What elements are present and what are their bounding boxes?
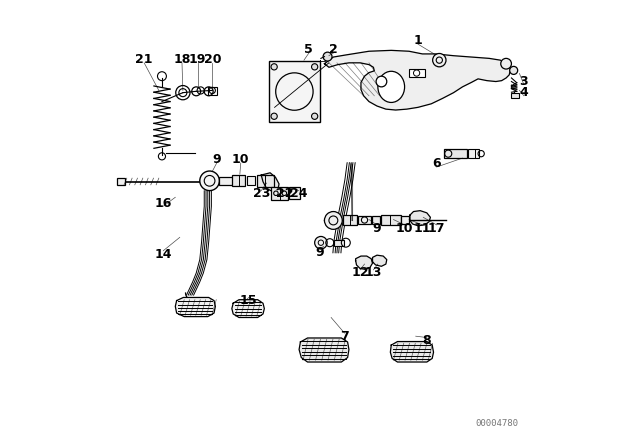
Text: 3: 3 [520, 75, 528, 88]
Text: 12: 12 [351, 267, 369, 280]
Text: 17: 17 [428, 222, 445, 235]
Bar [271, 187, 288, 199]
Ellipse shape [378, 71, 404, 103]
Bar [257, 175, 274, 187]
Bar [334, 240, 344, 246]
Text: 7: 7 [340, 330, 349, 343]
Circle shape [509, 66, 518, 74]
Bar [232, 175, 245, 186]
Polygon shape [299, 338, 349, 362]
Circle shape [271, 64, 277, 70]
Text: 9: 9 [212, 153, 221, 166]
Text: 00004780: 00004780 [476, 419, 518, 428]
Text: 16: 16 [155, 198, 172, 211]
Bar [358, 215, 371, 224]
Text: 6: 6 [433, 157, 441, 170]
Circle shape [324, 211, 342, 229]
Bar [269, 61, 320, 121]
Polygon shape [261, 173, 279, 192]
Bar [468, 149, 479, 158]
Bar [401, 216, 409, 224]
Text: 24: 24 [290, 187, 307, 200]
Polygon shape [232, 300, 264, 318]
Bar [246, 176, 255, 185]
Text: 10: 10 [396, 222, 413, 235]
Text: 18: 18 [173, 53, 191, 66]
Text: 13: 13 [365, 267, 382, 280]
Circle shape [200, 171, 220, 190]
Text: 20: 20 [204, 53, 221, 66]
Circle shape [376, 76, 387, 87]
Bar [444, 149, 467, 158]
Circle shape [413, 70, 420, 76]
Polygon shape [175, 297, 216, 317]
Text: 9: 9 [316, 246, 324, 259]
Text: 22: 22 [276, 187, 293, 200]
Bar [372, 216, 380, 224]
Text: 19: 19 [189, 53, 206, 66]
Bar [511, 93, 518, 98]
Bar [208, 87, 217, 95]
Text: 15: 15 [240, 294, 257, 307]
Bar [409, 69, 424, 77]
Circle shape [500, 58, 511, 69]
Text: 9: 9 [372, 222, 381, 235]
Text: 4: 4 [520, 86, 528, 99]
Bar [343, 215, 357, 225]
Text: 21: 21 [136, 53, 153, 66]
Text: 5: 5 [305, 43, 313, 56]
Polygon shape [390, 341, 433, 362]
Polygon shape [410, 211, 431, 226]
Text: 14: 14 [154, 248, 172, 261]
Circle shape [312, 113, 318, 119]
Text: 11: 11 [413, 222, 431, 235]
Text: 1: 1 [413, 34, 422, 47]
Text: 2: 2 [329, 43, 338, 56]
Circle shape [271, 113, 277, 119]
Bar [381, 215, 401, 225]
Polygon shape [324, 50, 511, 110]
Bar [289, 188, 300, 199]
Circle shape [433, 53, 446, 67]
Bar [220, 177, 239, 185]
Text: 23: 23 [253, 187, 270, 200]
Circle shape [323, 52, 332, 61]
Circle shape [315, 237, 327, 249]
Polygon shape [356, 256, 372, 269]
Polygon shape [372, 255, 387, 266]
Text: 8: 8 [422, 334, 431, 347]
Circle shape [312, 64, 318, 70]
Bar [117, 178, 125, 185]
Text: 10: 10 [232, 153, 250, 166]
